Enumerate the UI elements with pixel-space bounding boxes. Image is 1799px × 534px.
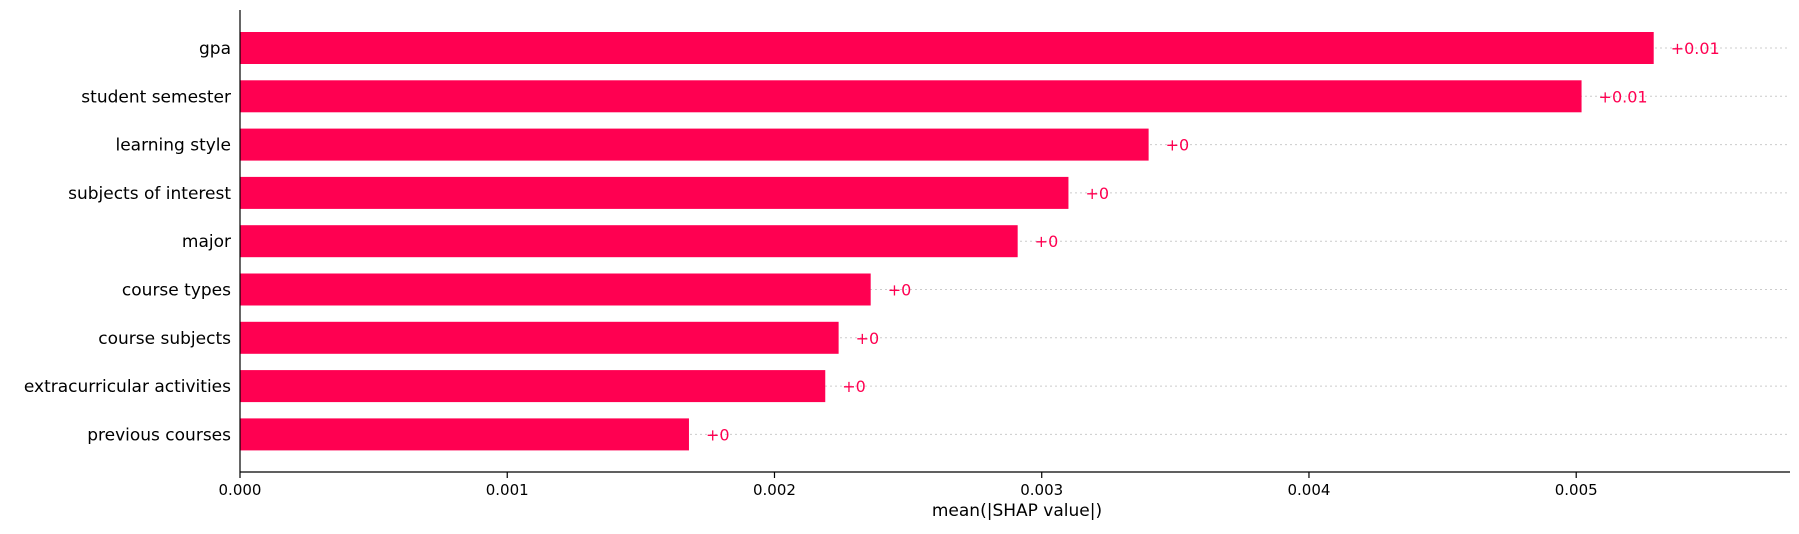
x-tick-label: 0.004 [1287,481,1330,499]
x-tick-label: 0.000 [219,481,262,499]
category-label: subjects of interest [68,184,231,204]
x-ticks-group: 0.000 0.001 0.002 0.003 0.004 0.005 [219,472,1598,499]
value-label: +0 [1085,184,1109,203]
category-label: major [182,232,231,252]
bar [240,128,1149,161]
bars-group [240,32,1654,451]
value-label: +0.01 [1599,87,1648,106]
value-label: +0 [888,281,912,300]
x-tick-label: 0.002 [753,481,796,499]
value-label: +0 [842,377,866,396]
category-label: student semester [81,87,231,107]
bar [240,80,1582,113]
category-label: extracurricular activities [24,377,231,397]
value-label: +0.01 [1671,39,1720,58]
value-label: +0 [706,425,730,444]
category-label: gpa [199,39,231,59]
category-label: course types [122,281,231,301]
bar [240,32,1654,64]
value-label: +0 [856,329,880,348]
y-tick-labels-group: gpa student semester learning style subject… [24,39,231,445]
category-label: learning style [115,136,231,156]
bar [240,321,839,354]
category-label: course subjects [98,329,231,349]
bar [240,176,1069,209]
value-label: +0 [1166,136,1190,155]
category-label: previous courses [87,425,231,445]
bar [240,370,826,403]
value-labels-group: +0.01 +0.01 +0 +0 +0 +0 +0 +0 +0 [706,39,1720,444]
bar [240,273,871,306]
x-tick-label: 0.001 [486,481,529,499]
x-tick-label: 0.005 [1555,481,1598,499]
x-axis-label: mean(|SHAP value|) [932,501,1102,521]
bar [240,418,689,451]
value-label: +0 [1035,232,1059,251]
x-tick-label: 0.003 [1020,481,1063,499]
bar [240,225,1018,258]
